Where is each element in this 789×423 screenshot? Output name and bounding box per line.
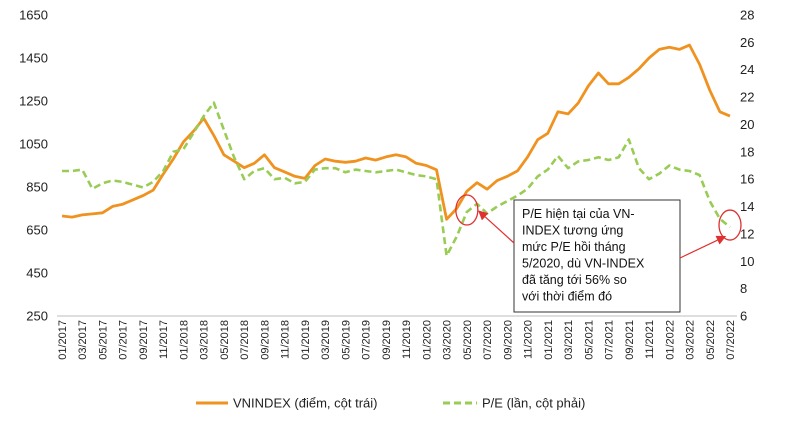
- annotation-arrow: [478, 210, 515, 244]
- x-axis-tick-label: 03/2020: [442, 320, 454, 360]
- left-axis-tick-label: 1050: [19, 137, 48, 152]
- x-axis-tick-label: 07/2020: [482, 320, 494, 360]
- right-axis-tick-label: 16: [740, 172, 754, 187]
- x-axis-tick-label: 09/2019: [381, 320, 393, 360]
- left-axis-tick-label: 450: [26, 266, 48, 281]
- x-axis-tick-label: 01/2017: [57, 320, 69, 360]
- annotation-text-line: INDEX tương ứng: [522, 224, 623, 238]
- x-axis-tick-label: 07/2021: [604, 320, 616, 360]
- left-axis-ticks: 250 450 650 850 1050 1250 1450 1650: [19, 8, 48, 324]
- left-axis-tick-label: 1450: [19, 51, 48, 66]
- x-axis-tick-label: 01/2021: [543, 320, 555, 360]
- x-axis-tick-label: 03/2021: [563, 320, 575, 360]
- x-axis-ticks: 01/2017 03/2017 05/2017 07/2017 09/2017 11/20…: [57, 320, 737, 360]
- annotation-rect: [513, 199, 681, 313]
- right-axis-tick-label: 10: [740, 254, 754, 269]
- x-axis-tick-label: 09/2021: [624, 320, 636, 360]
- left-axis-tick-label: 1250: [19, 94, 48, 109]
- right-axis-tick-label: 26: [740, 35, 754, 50]
- x-axis-tick-label: 01/2019: [300, 320, 312, 360]
- right-axis-tick-label: 12: [740, 226, 754, 241]
- x-axis-tick-label: 07/2017: [118, 320, 130, 360]
- right-axis-tick-label: 20: [740, 117, 754, 132]
- right-axis-tick-label: 22: [740, 90, 754, 105]
- x-axis-tick-label: 05/2021: [583, 320, 595, 360]
- annotation-box: P/E hiện tại của VN- INDEX tương ứng mức P…: [478, 199, 727, 313]
- legend: VNINDEX (điểm, cột trái) P/E (lần, cột ph…: [196, 396, 585, 411]
- right-axis-ticks: 6 8 10 12 14 16 18 20 22 24 26 28: [740, 8, 754, 324]
- x-axis-tick-label: 01/2018: [178, 320, 190, 360]
- x-axis-tick-label: 05/2017: [97, 320, 109, 360]
- x-axis-tick-label: 05/2022: [705, 320, 717, 360]
- right-axis-tick-label: 18: [740, 144, 754, 159]
- x-axis-tick-label: 03/2022: [685, 320, 697, 360]
- x-axis-tick-label: 09/2017: [138, 320, 150, 360]
- highlight-markers: [455, 194, 742, 241]
- annotation-arrow: [679, 235, 727, 259]
- x-axis-tick-label: 05/2018: [219, 320, 231, 360]
- left-axis-tick-label: 1650: [19, 8, 48, 23]
- annotation-text-line: P/E hiện tại của VN-: [522, 207, 635, 221]
- x-axis-tick-label: 01/2020: [421, 320, 433, 360]
- legend-label-vnindex: VNINDEX (điểm, cột trái): [233, 396, 377, 411]
- right-axis-tick-label: 6: [740, 309, 747, 324]
- x-axis-tick-label: 07/2019: [361, 320, 373, 360]
- x-axis-tick-label: 01/2022: [664, 320, 676, 360]
- left-axis-tick-label: 850: [26, 180, 48, 195]
- x-axis-tick-label: 11/2018: [280, 320, 292, 359]
- x-axis-tick-label: 11/2021: [644, 320, 656, 359]
- legend-label-pe: P/E (lần, cột phải): [482, 396, 585, 411]
- right-axis-tick-label: 8: [740, 281, 747, 296]
- right-axis-tick-label: 28: [740, 8, 754, 23]
- x-axis-tick-label: 11/2019: [401, 320, 413, 359]
- x-axis-tick-label: 03/2019: [320, 320, 332, 360]
- highlight-circle: [718, 209, 742, 241]
- highlight-circle: [455, 194, 479, 226]
- x-axis-tick-label: 07/2018: [239, 320, 251, 360]
- x-axis-tick-label: 11/2020: [523, 320, 535, 359]
- annotation-text-line: mức P/E hồi tháng: [522, 240, 626, 254]
- x-axis-tick-label: 03/2017: [77, 320, 89, 360]
- x-axis-tick-label: 05/2019: [340, 320, 352, 360]
- vnindex-line: [61, 43, 731, 221]
- x-axis-tick-label: 03/2018: [199, 320, 211, 360]
- left-axis-tick-label: 650: [26, 223, 48, 238]
- annotation-text-line: với thời điểm đó: [522, 290, 612, 304]
- pe-line: [62, 101, 731, 258]
- right-axis-tick-label: 14: [740, 199, 754, 214]
- x-axis-tick-label: 09/2018: [259, 320, 271, 360]
- annotation-text-line: 5/2020, dù VN-INDEX: [522, 257, 645, 271]
- x-axis-tick-label: 05/2020: [462, 320, 474, 360]
- right-axis-tick-label: 24: [740, 62, 754, 77]
- x-axis-tick-label: 11/2017: [158, 320, 170, 359]
- x-axis-tick-label: 07/2022: [725, 320, 737, 360]
- annotation-text-line: đã tăng tới 56% so: [522, 273, 627, 287]
- series-lines: [61, 43, 731, 258]
- left-axis-tick-label: 250: [26, 309, 48, 324]
- x-axis-tick-label: 09/2020: [502, 320, 514, 360]
